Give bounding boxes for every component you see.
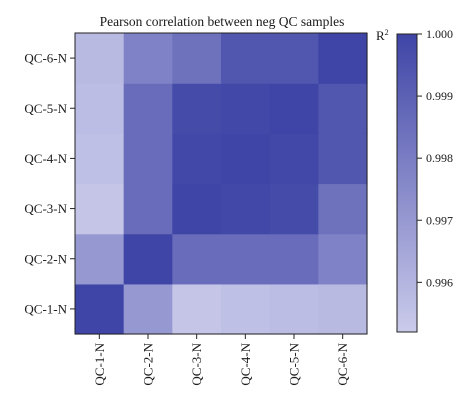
colorbar-tick-label: 1.000: [426, 27, 453, 41]
y-tick-label: QC-6-N: [24, 51, 67, 66]
x-tick-label: QC-3-N: [189, 342, 204, 385]
y-axis-ticks: QC-1-N QC-2-N QC-3-N QC-4-N QC-5-N QC-6-N: [24, 51, 75, 316]
heatmap-cell-QC-5-N-QC-4-N: [221, 83, 271, 134]
heatmap-cell-QC-1-N-QC-1-N: [75, 283, 125, 335]
heatmap-cell-QC-6-N-QC-4-N: [221, 33, 271, 84]
heatmap-cells: [75, 33, 368, 335]
heatmap-cell-QC-2-N-QC-3-N: [172, 233, 222, 285]
heatmap-cell-QC-4-N-QC-4-N: [221, 133, 271, 185]
heatmap-cell-QC-4-N-QC-6-N: [318, 133, 368, 185]
y-tick-label: QC-4-N: [24, 151, 67, 166]
plot-border: [74, 32, 368, 335]
heatmap-cell-QC-1-N-QC-3-N: [172, 283, 222, 335]
heatmap-cell-QC-6-N-QC-6-N: [318, 33, 368, 84]
heatmap-cell-QC-6-N-QC-1-N: [75, 33, 125, 84]
heatmap-cell-QC-3-N-QC-2-N: [123, 183, 173, 235]
colorbar-gradient: [396, 33, 418, 333]
y-tick-label: QC-5-N: [24, 101, 67, 116]
heatmap-cell-QC-1-N-QC-2-N: [123, 283, 173, 335]
heatmap-cell-QC-2-N-QC-1-N: [75, 233, 125, 285]
heatmap-cell-QC-2-N-QC-6-N: [318, 233, 368, 285]
heatmap-cell-QC-1-N-QC-6-N: [318, 283, 368, 335]
x-tick-label: QC-6-N: [335, 342, 350, 385]
heatmap-cell-QC-2-N-QC-5-N: [269, 233, 319, 285]
heatmap-cell-QC-6-N-QC-2-N: [123, 33, 173, 84]
heatmap-cell-QC-6-N-QC-5-N: [269, 33, 319, 84]
colorbar-tick-label: 0.997: [426, 213, 453, 227]
colorbar-tick-label: 0.999: [426, 89, 453, 103]
heatmap-cell-QC-3-N-QC-5-N: [269, 183, 319, 235]
heatmap-cell-QC-1-N-QC-5-N: [269, 283, 319, 335]
heatmap-cell-QC-2-N-QC-2-N: [123, 233, 173, 285]
heatmap-cell-QC-2-N-QC-4-N: [221, 233, 271, 285]
heatmap-cell-QC-6-N-QC-3-N: [172, 33, 222, 84]
heatmap-cell-QC-4-N-QC-3-N: [172, 133, 222, 185]
x-tick-label: QC-4-N: [238, 342, 253, 385]
heatmap-cell-QC-4-N-QC-1-N: [75, 133, 125, 185]
x-tick-label: QC-5-N: [287, 342, 302, 385]
heatmap-cell-QC-5-N-QC-5-N: [269, 83, 319, 134]
heatmap-cell-QC-5-N-QC-6-N: [318, 83, 368, 134]
colorbar: R2 0.996 0.997 0.998 0.999 1.000: [376, 27, 453, 333]
x-axis-ticks: QC-1-N QC-2-N QC-3-N QC-4-N QC-5-N QC-6-N: [92, 334, 350, 386]
heatmap-cell-QC-5-N-QC-1-N: [75, 83, 125, 134]
heatmap-cell-QC-5-N-QC-2-N: [123, 83, 173, 134]
y-tick-label: QC-1-N: [24, 301, 67, 316]
colorbar-label-superscript: 2: [385, 28, 389, 37]
y-tick-label: QC-3-N: [24, 201, 67, 216]
colorbar-tick-label: 0.998: [426, 151, 453, 165]
heatmap-cell-QC-3-N-QC-6-N: [318, 183, 368, 235]
y-tick-label: QC-2-N: [24, 251, 67, 266]
heatmap-cell-QC-4-N-QC-2-N: [123, 133, 173, 185]
x-tick-label: QC-1-N: [92, 342, 107, 385]
heatmap-cell-QC-3-N-QC-4-N: [221, 183, 271, 235]
heatmap-cell-QC-3-N-QC-3-N: [172, 183, 222, 235]
heatmap-cell-QC-5-N-QC-3-N: [172, 83, 222, 134]
colorbar-label: R2: [376, 28, 389, 43]
colorbar-ticks: 0.996 0.997 0.998 0.999 1.000: [417, 27, 453, 289]
heatmap-cell-QC-1-N-QC-4-N: [221, 283, 271, 335]
x-tick-label: QC-2-N: [141, 342, 156, 385]
colorbar-tick-label: 0.996: [426, 275, 453, 289]
chart-title: Pearson correlation between neg QC sampl…: [100, 14, 345, 29]
heatmap-cell-QC-3-N-QC-1-N: [75, 183, 125, 235]
heatmap-cell-QC-4-N-QC-5-N: [269, 133, 319, 185]
